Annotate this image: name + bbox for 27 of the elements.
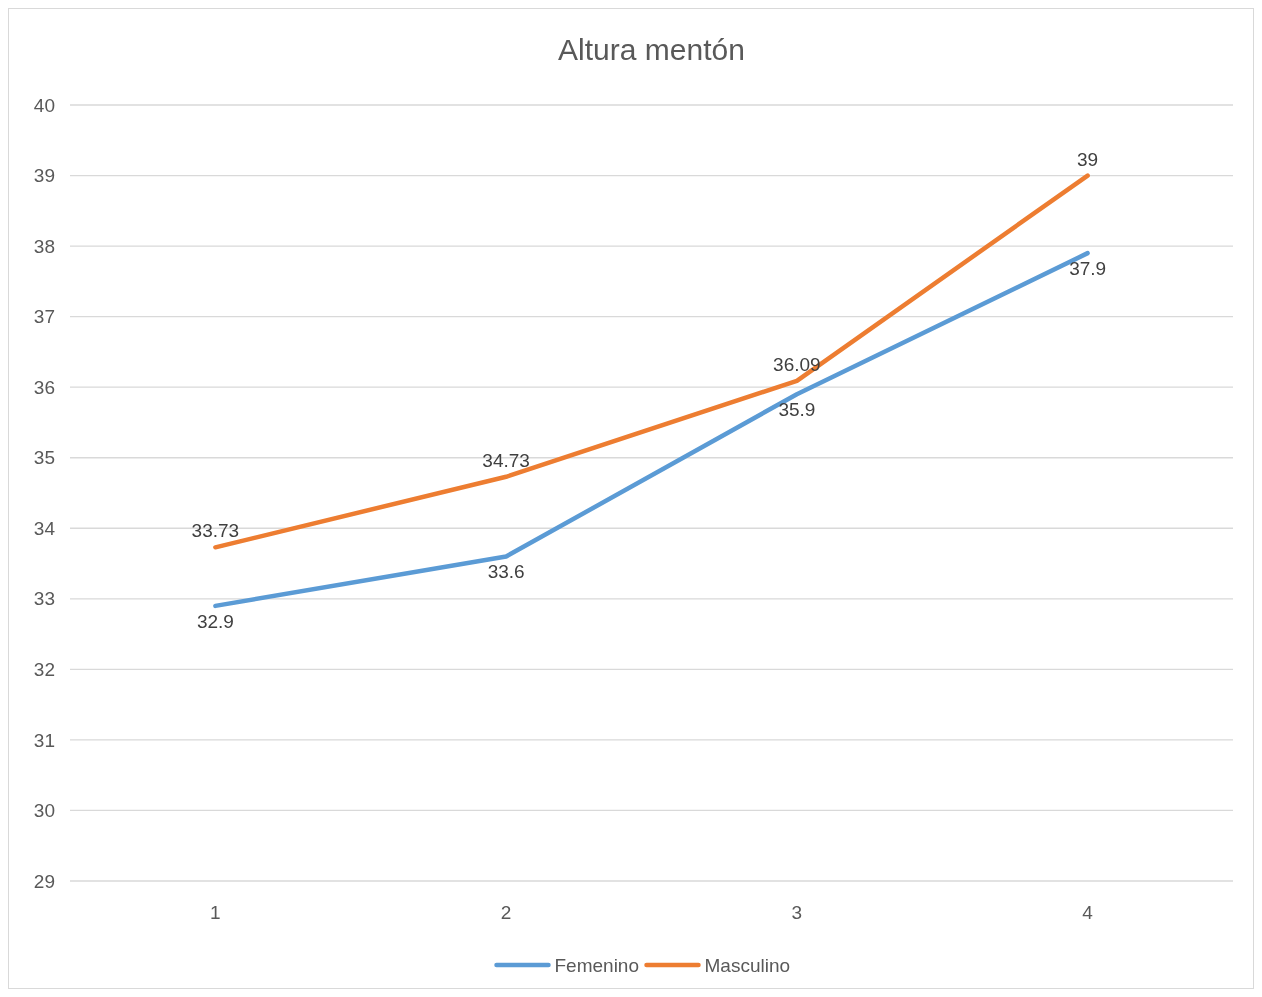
data-label: 35.9 [778, 399, 816, 421]
data-label: 37.9 [1069, 258, 1107, 280]
data-label: 36.09 [773, 353, 821, 375]
y-tick-label: 39 [33, 165, 55, 187]
legend-label: Masculino [704, 954, 791, 976]
legend-label: Femenino [554, 954, 639, 976]
x-tick-label: 4 [1082, 902, 1094, 923]
data-label: 34.73 [482, 449, 530, 471]
y-tick-label: 40 [33, 94, 55, 116]
data-label: 32.9 [196, 610, 234, 632]
x-tick-label: 2 [500, 902, 512, 923]
y-tick-label: 37 [33, 306, 55, 328]
y-tick-label: 35 [33, 447, 55, 469]
y-tick-label: 36 [33, 376, 55, 398]
y-tick-label: 34 [33, 517, 56, 539]
data-label: 39 [1077, 148, 1099, 170]
y-tick-label: 30 [33, 800, 55, 822]
x-tick-label: 3 [791, 902, 803, 923]
y-tick-label: 32 [33, 659, 55, 681]
y-tick-label: 29 [33, 870, 55, 892]
x-tick-label: 1 [210, 902, 221, 923]
chart-title: Altura mentón [558, 33, 745, 66]
data-label: 33.6 [487, 561, 525, 583]
y-tick-label: 31 [33, 729, 55, 751]
y-tick-label: 38 [33, 235, 55, 257]
data-label: 33.73 [191, 520, 240, 542]
y-tick-label: 33 [33, 588, 55, 610]
